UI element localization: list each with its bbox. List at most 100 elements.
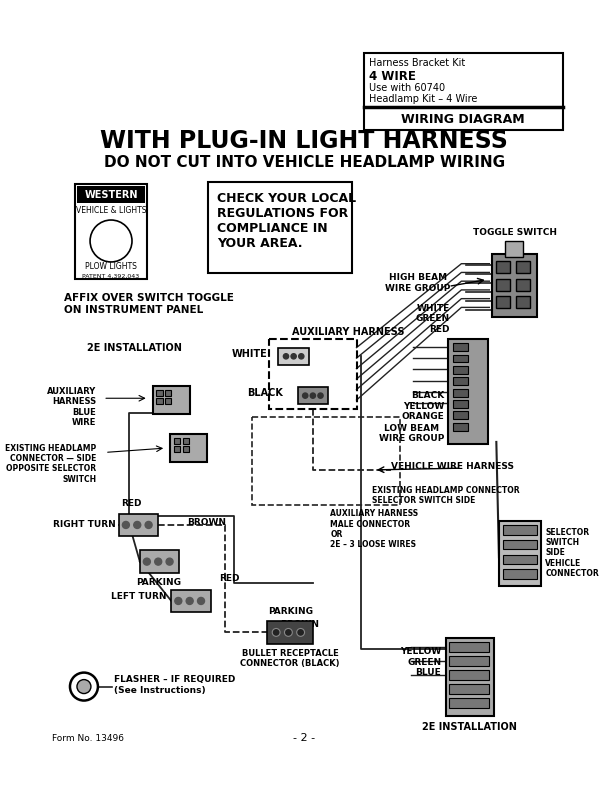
Text: - 2 -: - 2 - — [293, 734, 315, 743]
Bar — [515, 278, 530, 290]
Bar — [170, 434, 207, 462]
Bar — [446, 638, 494, 716]
Bar — [165, 398, 172, 404]
Text: RED: RED — [121, 499, 142, 508]
Text: VEHICLE WIRE HARNESS: VEHICLE WIRE HARNESS — [391, 462, 514, 471]
Bar — [174, 438, 180, 444]
Text: BROWN: BROWN — [187, 518, 226, 527]
Bar — [492, 254, 538, 317]
Bar — [449, 684, 490, 694]
Circle shape — [283, 354, 289, 359]
Circle shape — [143, 558, 151, 565]
Text: BLACK: BLACK — [247, 388, 283, 398]
Circle shape — [175, 598, 182, 605]
Text: DO NOT CUT INTO VEHICLE HEADLAMP WIRING: DO NOT CUT INTO VEHICLE HEADLAMP WIRING — [104, 155, 505, 170]
Circle shape — [296, 629, 305, 636]
Bar — [75, 184, 147, 278]
Text: 2E INSTALLATION: 2E INSTALLATION — [88, 343, 182, 354]
Bar — [503, 525, 536, 534]
Text: BULLET RECEPTACLE
CONNECTOR (BLACK): BULLET RECEPTACLE CONNECTOR (BLACK) — [241, 649, 340, 669]
Bar — [505, 241, 523, 257]
Bar — [208, 182, 352, 274]
Text: SELECTOR
SWITCH
SIDE
VEHICLE
CONNECTOR: SELECTOR SWITCH SIDE VEHICLE CONNECTOR — [545, 527, 599, 578]
Text: WITH PLUG-IN LIGHT HARNESS: WITH PLUG-IN LIGHT HARNESS — [100, 129, 508, 153]
Text: LEFT TURN: LEFT TURN — [112, 592, 167, 602]
Circle shape — [318, 393, 323, 398]
Circle shape — [70, 673, 98, 701]
Text: AUXILIARY HARNESS
MALE CONNECTOR
OR
2E – 3 LOOSE WIRES: AUXILIARY HARNESS MALE CONNECTOR OR 2E –… — [331, 510, 418, 550]
Circle shape — [155, 558, 162, 565]
Circle shape — [310, 393, 316, 398]
Text: CHECK YOUR LOCAL
REGULATIONS FOR
COMPLIANCE IN
YOUR AREA.: CHECK YOUR LOCAL REGULATIONS FOR COMPLIA… — [217, 192, 356, 250]
Text: TOGGLE SWITCH: TOGGLE SWITCH — [473, 228, 557, 237]
Bar — [503, 570, 536, 579]
Text: RED: RED — [220, 574, 240, 582]
Text: FLASHER – IF REQUIRED
(See Instructions): FLASHER – IF REQUIRED (See Instructions) — [113, 675, 235, 694]
Text: AFFIX OVER SWITCH TOGGLE
ON INSTRUMENT PANEL: AFFIX OVER SWITCH TOGGLE ON INSTRUMENT P… — [64, 294, 234, 315]
Circle shape — [145, 522, 152, 529]
Text: PARKING: PARKING — [268, 607, 313, 616]
Bar — [452, 422, 469, 430]
Bar — [119, 514, 158, 536]
Text: 4 WIRE: 4 WIRE — [369, 70, 416, 82]
Circle shape — [166, 558, 173, 565]
Bar — [452, 378, 469, 385]
Text: Use with 60740: Use with 60740 — [369, 83, 445, 93]
Bar — [496, 261, 511, 274]
Text: PARKING: PARKING — [137, 578, 182, 587]
Bar — [153, 386, 190, 414]
Bar — [165, 390, 172, 396]
Circle shape — [284, 629, 292, 636]
Bar — [251, 418, 400, 505]
Bar — [278, 347, 309, 365]
Bar — [515, 261, 530, 274]
Bar — [157, 398, 163, 404]
Text: VEHICLE & LIGHTS: VEHICLE & LIGHTS — [76, 206, 146, 215]
Bar — [449, 670, 490, 681]
Text: Form No. 13496: Form No. 13496 — [52, 734, 124, 743]
Bar — [364, 53, 563, 130]
Bar — [182, 446, 189, 453]
Text: PLOW LIGHTS: PLOW LIGHTS — [85, 262, 137, 271]
Bar — [174, 446, 180, 453]
Text: Harness Bracket Kit: Harness Bracket Kit — [369, 58, 465, 68]
Bar — [298, 387, 328, 404]
Bar — [499, 521, 541, 586]
Text: 2E INSTALLATION: 2E INSTALLATION — [422, 722, 517, 731]
Bar — [503, 554, 536, 564]
Circle shape — [77, 679, 91, 694]
Bar — [496, 278, 511, 290]
Text: BROWN: BROWN — [280, 620, 319, 629]
Bar — [449, 642, 490, 653]
Bar — [268, 621, 313, 644]
Circle shape — [272, 629, 280, 636]
Text: RIGHT TURN: RIGHT TURN — [53, 521, 115, 530]
Circle shape — [186, 598, 193, 605]
Bar — [496, 296, 511, 308]
Bar — [452, 389, 469, 397]
Text: WHITE: WHITE — [232, 349, 268, 358]
Text: WIRING DIAGRAM: WIRING DIAGRAM — [401, 113, 525, 126]
Text: WHITE
GREEN
RED: WHITE GREEN RED — [416, 304, 450, 334]
Bar — [157, 390, 163, 396]
Text: PATENT 4,392,043: PATENT 4,392,043 — [82, 274, 140, 278]
Bar — [182, 438, 189, 444]
Bar — [448, 339, 488, 444]
Bar — [172, 590, 211, 612]
Bar — [452, 411, 469, 419]
Bar — [77, 186, 145, 203]
Text: AUXILIARY HARNESS: AUXILIARY HARNESS — [292, 327, 404, 337]
Bar — [452, 354, 469, 362]
Circle shape — [291, 354, 296, 359]
Text: EXISTING HEADLAMP CONNECTOR
SELECTOR SWITCH SIDE: EXISTING HEADLAMP CONNECTOR SELECTOR SWI… — [372, 486, 520, 505]
Text: YELLOW
GREEN
BLUE: YELLOW GREEN BLUE — [400, 647, 441, 677]
Text: Headlamp Kit – 4 Wire: Headlamp Kit – 4 Wire — [369, 94, 477, 104]
Bar — [452, 343, 469, 351]
Bar — [449, 698, 490, 709]
Bar — [140, 550, 179, 573]
Circle shape — [134, 522, 141, 529]
Text: BLACK
YELLOW
ORANGE: BLACK YELLOW ORANGE — [401, 391, 444, 421]
Bar — [452, 400, 469, 408]
Text: EXISTING HEADLAMP
CONNECTOR — SIDE
OPPOSITE SELECTOR
SWITCH: EXISTING HEADLAMP CONNECTOR — SIDE OPPOS… — [5, 444, 96, 484]
Text: AUXILIARY
HARNESS
BLUE
WIRE: AUXILIARY HARNESS BLUE WIRE — [47, 387, 96, 427]
